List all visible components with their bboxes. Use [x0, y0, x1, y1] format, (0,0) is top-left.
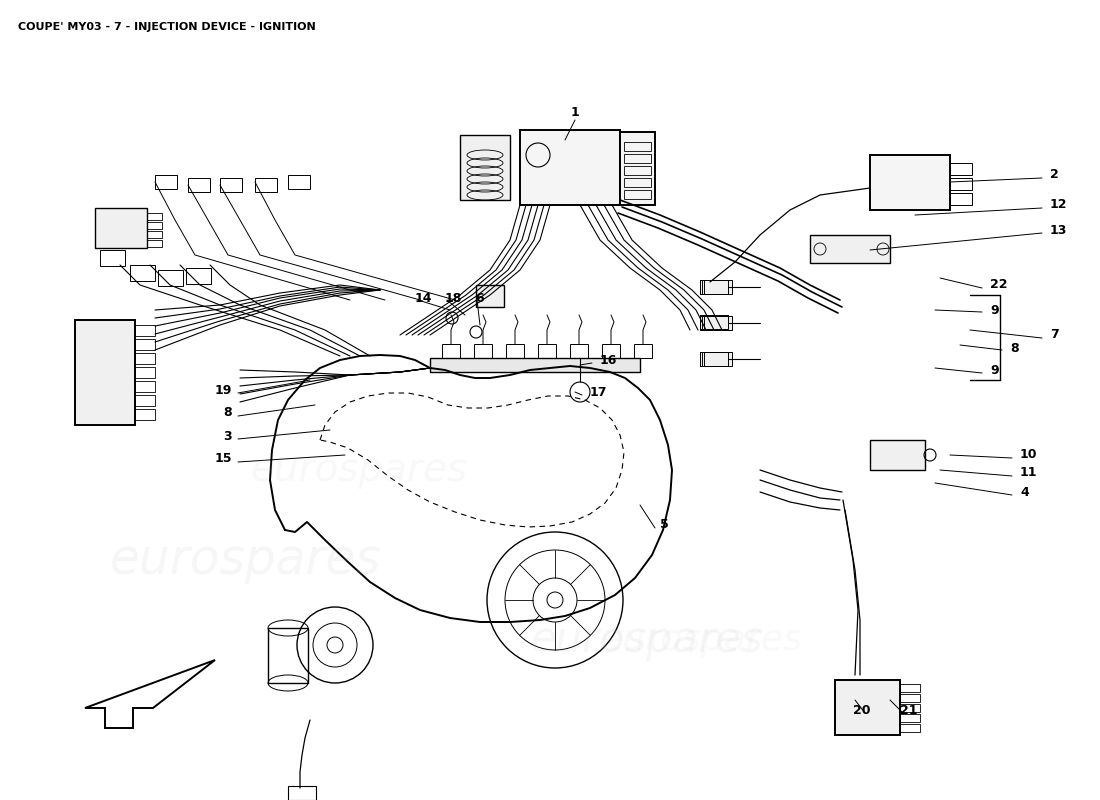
- Bar: [135, 353, 155, 364]
- Bar: [870, 155, 950, 210]
- Text: 14: 14: [415, 291, 432, 305]
- Text: 10: 10: [1020, 449, 1037, 462]
- Bar: [634, 344, 652, 358]
- Text: 20: 20: [852, 703, 870, 717]
- Bar: [700, 280, 728, 294]
- Text: eurospares: eurospares: [250, 451, 468, 489]
- Bar: [188, 178, 210, 192]
- Bar: [430, 358, 640, 372]
- Bar: [835, 680, 900, 735]
- Text: eurospares: eurospares: [530, 619, 762, 661]
- Text: 11: 11: [1020, 466, 1037, 479]
- Text: 15: 15: [214, 453, 232, 466]
- Bar: [130, 265, 155, 281]
- Bar: [702, 280, 730, 294]
- Text: 3: 3: [223, 430, 232, 442]
- Text: 7: 7: [1050, 329, 1058, 342]
- Text: 16: 16: [600, 354, 617, 366]
- Text: 8: 8: [1010, 342, 1019, 354]
- Text: 8: 8: [223, 406, 232, 419]
- Bar: [288, 786, 316, 800]
- Bar: [700, 316, 728, 330]
- Bar: [538, 344, 556, 358]
- Text: 5: 5: [660, 518, 669, 531]
- Text: eurospares: eurospares: [600, 623, 802, 657]
- Bar: [135, 409, 155, 420]
- Bar: [624, 142, 651, 151]
- Bar: [100, 250, 125, 266]
- Text: 22: 22: [990, 278, 1008, 291]
- Bar: [158, 270, 183, 286]
- Text: 19: 19: [214, 383, 232, 397]
- Bar: [620, 132, 654, 205]
- Bar: [900, 694, 920, 702]
- Bar: [900, 724, 920, 732]
- Bar: [624, 154, 651, 163]
- Bar: [147, 240, 162, 247]
- Bar: [900, 684, 920, 692]
- Text: 1: 1: [571, 106, 580, 118]
- Bar: [135, 367, 155, 378]
- Bar: [75, 320, 135, 425]
- Bar: [288, 175, 310, 189]
- Text: 18: 18: [446, 291, 462, 305]
- Bar: [520, 130, 620, 205]
- Text: 12: 12: [1050, 198, 1067, 211]
- Bar: [602, 344, 620, 358]
- Bar: [506, 344, 524, 358]
- Bar: [476, 285, 504, 307]
- Bar: [900, 704, 920, 712]
- Text: 6: 6: [475, 291, 484, 305]
- Bar: [810, 235, 890, 263]
- Bar: [474, 344, 492, 358]
- Bar: [870, 440, 925, 470]
- Bar: [950, 163, 972, 175]
- Text: 9: 9: [990, 363, 999, 377]
- Bar: [135, 339, 155, 350]
- Bar: [704, 316, 732, 330]
- Bar: [186, 268, 211, 284]
- Bar: [624, 178, 651, 187]
- Bar: [135, 381, 155, 392]
- Bar: [704, 280, 732, 294]
- Bar: [900, 714, 920, 722]
- Bar: [147, 213, 162, 220]
- Text: 4: 4: [1020, 486, 1028, 498]
- Bar: [155, 175, 177, 189]
- Text: 9: 9: [990, 303, 999, 317]
- Bar: [95, 208, 147, 248]
- Text: 17: 17: [590, 386, 607, 398]
- Bar: [135, 395, 155, 406]
- Bar: [704, 352, 732, 366]
- Bar: [135, 325, 155, 336]
- Text: COUPE' MY03 - 7 - INJECTION DEVICE - IGNITION: COUPE' MY03 - 7 - INJECTION DEVICE - IGN…: [18, 22, 316, 32]
- Bar: [702, 316, 730, 330]
- Bar: [950, 193, 972, 205]
- Bar: [624, 190, 651, 199]
- Text: 13: 13: [1050, 223, 1067, 237]
- Bar: [950, 178, 972, 190]
- Text: 21: 21: [900, 703, 917, 717]
- Bar: [460, 135, 510, 200]
- Bar: [442, 344, 460, 358]
- Bar: [700, 352, 728, 366]
- Text: 2: 2: [1050, 169, 1058, 182]
- Bar: [255, 178, 277, 192]
- Text: eurospares: eurospares: [110, 536, 382, 584]
- Bar: [220, 178, 242, 192]
- Bar: [570, 344, 589, 358]
- Bar: [147, 231, 162, 238]
- Bar: [702, 352, 730, 366]
- Bar: [147, 222, 162, 229]
- Bar: [268, 628, 308, 683]
- Bar: [624, 166, 651, 175]
